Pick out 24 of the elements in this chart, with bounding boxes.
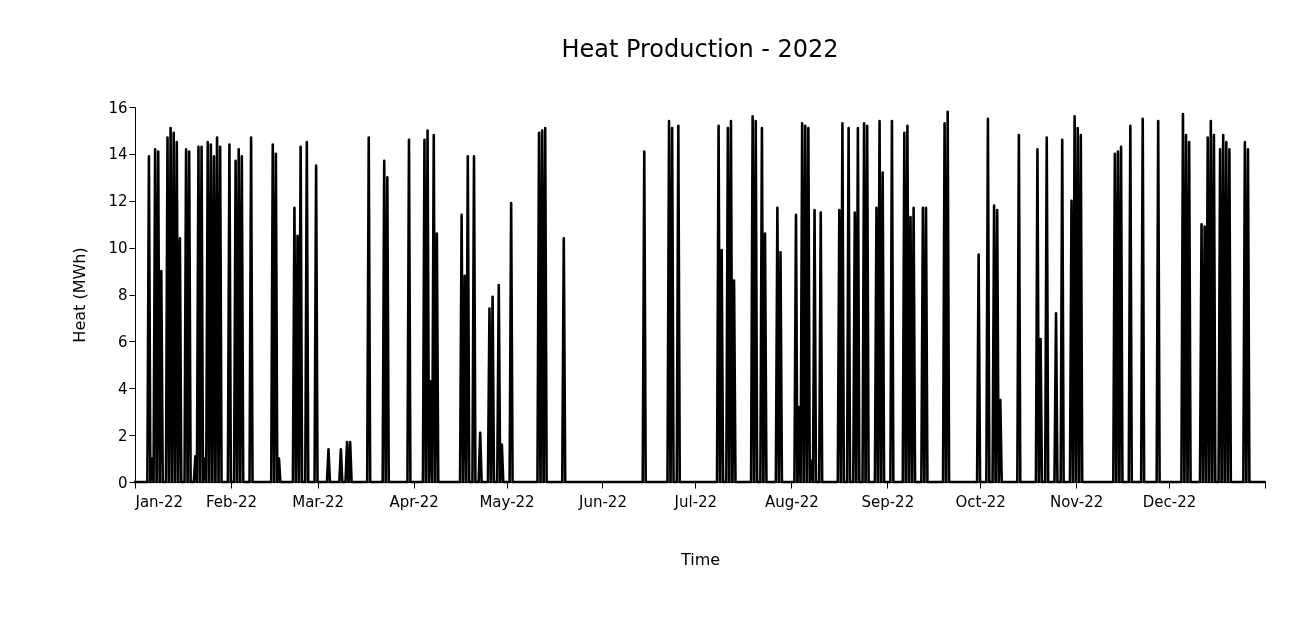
x-tick-label: Aug-22: [764, 492, 819, 511]
x-tick-label: Apr-22: [389, 492, 439, 511]
x-tick-label: Jun-22: [578, 492, 627, 511]
y-tick-label: 6: [117, 332, 128, 351]
y-tick-label: 4: [117, 379, 128, 398]
y-tick-label: 8: [117, 286, 128, 304]
x-tick-label: Jul-22: [673, 492, 718, 511]
y-tick-label: 14: [108, 145, 128, 164]
x-tick-label: Jan-22: [134, 492, 184, 511]
x-tick-label: Mar-22: [292, 492, 345, 511]
x-axis-title: Time: [679, 549, 721, 569]
x-tick-label: May-22: [479, 492, 535, 511]
x-tick-label: Feb-22: [205, 492, 257, 511]
x-tick-label: Sep-22: [861, 492, 915, 511]
y-tick-label: 10: [108, 239, 128, 258]
chart-title: Heat Production - 2022: [561, 35, 839, 63]
y-tick-label: 16: [108, 98, 128, 117]
y-tick-label: 12: [108, 192, 128, 211]
x-tick-label: Oct-22: [955, 492, 1006, 511]
y-axis-title: Heat (MWh): [70, 247, 90, 343]
x-tick-label: Nov-22: [1049, 492, 1104, 511]
x-tick-label: Dec-22: [1142, 492, 1197, 511]
y-tick-label: 0: [117, 473, 128, 492]
y-tick-label: 2: [117, 426, 128, 445]
